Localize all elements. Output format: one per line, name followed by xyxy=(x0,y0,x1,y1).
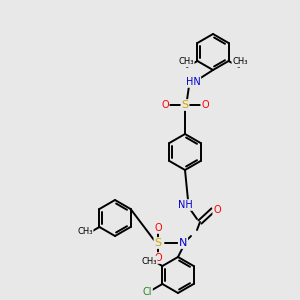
Text: O: O xyxy=(213,205,221,215)
Text: O: O xyxy=(154,253,162,263)
Text: S: S xyxy=(154,238,162,248)
Text: N: N xyxy=(179,238,187,248)
Text: S: S xyxy=(182,100,189,110)
Text: HN: HN xyxy=(186,77,200,87)
Text: CH₃: CH₃ xyxy=(178,58,194,67)
Text: Cl: Cl xyxy=(142,287,152,297)
Text: O: O xyxy=(161,100,169,110)
Text: NH: NH xyxy=(178,200,192,210)
Text: CH₃: CH₃ xyxy=(141,256,157,266)
Text: O: O xyxy=(201,100,209,110)
Text: CH₃: CH₃ xyxy=(77,227,93,236)
Text: O: O xyxy=(154,223,162,233)
Text: CH₃: CH₃ xyxy=(232,58,248,67)
